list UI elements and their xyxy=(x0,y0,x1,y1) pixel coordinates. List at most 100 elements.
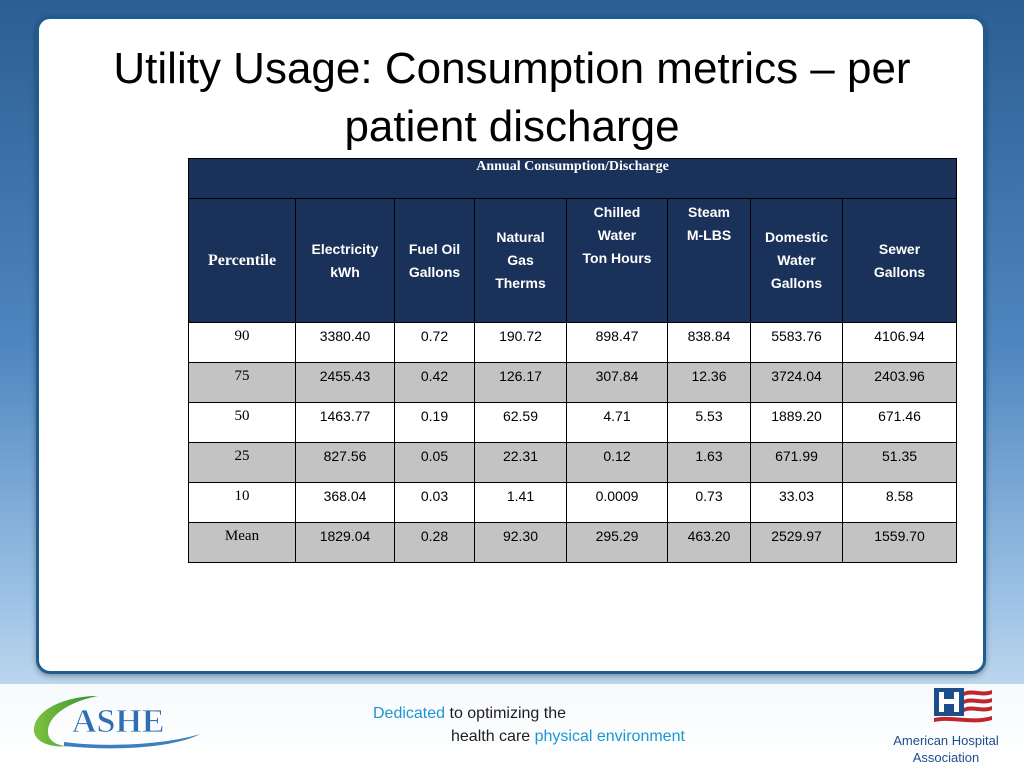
column-header-line: Sewer xyxy=(878,240,921,257)
table-cell: 5.53 xyxy=(667,402,751,443)
table-cell: 838.84 xyxy=(667,322,751,363)
table-cell: 368.04 xyxy=(295,482,395,523)
column-header-line: kWh xyxy=(330,263,360,280)
table-cell: 3724.04 xyxy=(750,362,843,403)
table-cell: 1829.04 xyxy=(295,522,395,563)
table-header-row: Percentile Electricity kWh Fuel Oil Gallons N… xyxy=(188,198,958,323)
column-header: Sewer Gallons xyxy=(841,198,958,323)
column-header: Domestic Water Gallons xyxy=(750,198,843,323)
footer-band xyxy=(0,684,1024,768)
table-cell: 62.59 xyxy=(474,402,567,443)
aha-name: American Hospital Association xyxy=(872,732,1020,766)
column-header: Steam M-LBS xyxy=(667,198,751,323)
table-cell: 671.46 xyxy=(841,402,958,443)
column-header-line: Water xyxy=(777,252,816,268)
table-cell: 671.99 xyxy=(750,442,843,483)
percentile-cell: 25 xyxy=(188,442,296,483)
slide-title-line-1: Utility Usage: Consumption metrics – per xyxy=(113,44,911,93)
table-cell: 1463.77 xyxy=(295,402,395,443)
tagline-rest-1: to optimizing the xyxy=(445,705,566,722)
table-cell: 33.03 xyxy=(750,482,843,523)
aha-line-2: Association xyxy=(912,750,980,765)
column-header: Chilled Water Ton Hours xyxy=(566,198,668,323)
table-row: 90 3380.40 0.72 190.72 898.47 838.84 5583.76 41… xyxy=(188,322,958,363)
percentile-cell: 50 xyxy=(188,402,296,443)
table-cell: 126.17 xyxy=(474,362,567,403)
header-percentile: Percentile xyxy=(188,198,296,323)
ashe-logo-text: ASHE xyxy=(72,703,165,740)
table-cell: 1.63 xyxy=(667,442,751,483)
tagline-line-2: health care physical environment xyxy=(373,725,753,748)
table-cell: 0.12 xyxy=(566,442,668,483)
table-banner: Annual Consumption/Discharge xyxy=(187,158,958,199)
table-cell: 463.20 xyxy=(667,522,751,563)
table-cell: 4.71 xyxy=(566,402,668,443)
ashe-underline-swoosh-icon xyxy=(64,734,200,749)
table-cell: 0.72 xyxy=(394,322,475,363)
table-cell: 92.30 xyxy=(474,522,567,563)
column-header-line: Natural xyxy=(496,229,545,245)
table-cell: 0.73 xyxy=(667,482,751,523)
column-header-line: Gallons xyxy=(408,263,461,280)
table-cell: 0.03 xyxy=(394,482,475,523)
table-row: Mean 1829.04 0.28 92.30 295.29 463.20 2529.97 1… xyxy=(188,522,958,563)
consumption-table: Annual Consumption/Discharge Percentile E… xyxy=(187,158,958,563)
ashe-logo: ASHE xyxy=(33,696,200,749)
percentile-cell: 90 xyxy=(188,322,296,363)
column-header: Fuel Oil Gallons xyxy=(394,198,475,323)
tagline-dedicated: Dedicated xyxy=(373,705,446,722)
percentile-cell: 75 xyxy=(188,362,296,403)
column-header-line: Domestic xyxy=(764,229,829,245)
table-cell: 12.36 xyxy=(667,362,751,403)
column-header: Electricity kWh xyxy=(295,198,395,323)
table-cell: 3380.40 xyxy=(295,322,395,363)
ashe-swoosh-icon xyxy=(33,696,98,747)
table-cell: 2403.96 xyxy=(841,362,958,403)
table-cell: 827.56 xyxy=(295,442,395,483)
table-cell: 1.41 xyxy=(474,482,567,523)
table-cell: 190.72 xyxy=(474,322,567,363)
table-cell: 2455.43 xyxy=(295,362,395,403)
table-cell: 0.42 xyxy=(394,362,475,403)
column-header-line: Ton Hours xyxy=(582,250,652,266)
column-header-line: Gas xyxy=(507,252,534,268)
slide-title-line-2: patient discharge xyxy=(344,102,680,151)
table-cell: 307.84 xyxy=(566,362,668,403)
table-cell: 0.05 xyxy=(394,442,475,483)
slide-title: Utility Usage: Consumption metrics – per… xyxy=(40,40,984,156)
table-cell: 5583.76 xyxy=(750,322,843,363)
table-cell: 51.35 xyxy=(841,442,958,483)
table-cell: 8.58 xyxy=(841,482,958,523)
tagline-physical-environment: physical environment xyxy=(534,728,685,745)
column-header-line: Water xyxy=(597,227,637,243)
tagline-line-2-start: health care xyxy=(451,728,535,745)
column-header-line: Gallons xyxy=(873,263,926,280)
table-row: 50 1463.77 0.19 62.59 4.71 5.53 1889.20 671.46 xyxy=(188,402,958,443)
table-cell: 0.28 xyxy=(394,522,475,563)
aha-line-1: American Hospital xyxy=(893,733,999,748)
table-row: 10 368.04 0.03 1.41 0.0009 0.73 33.03 8.58 xyxy=(188,482,958,523)
tagline: Dedicated to optimizing the health care … xyxy=(373,702,753,748)
table-cell: 22.31 xyxy=(474,442,567,483)
table-cell: 295.29 xyxy=(566,522,668,563)
column-header-line: Therms xyxy=(495,275,546,291)
column-header-line: Percentile xyxy=(207,252,277,269)
table-cell: 1889.20 xyxy=(750,402,843,443)
table-row: 75 2455.43 0.42 126.17 307.84 12.36 3724.04 240… xyxy=(188,362,958,403)
column-header-line: Chilled xyxy=(593,204,641,220)
table-cell: 898.47 xyxy=(566,322,668,363)
table-cell: 0.0009 xyxy=(566,482,668,523)
percentile-cell: 10 xyxy=(188,482,296,523)
table-row: 25 827.56 0.05 22.31 0.12 1.63 671.99 51.35 xyxy=(188,442,958,483)
aha-logo-icon xyxy=(934,688,992,723)
table-cell: 1559.70 xyxy=(841,522,958,563)
table-cell: 0.19 xyxy=(394,402,475,443)
column-header-line: Electricity xyxy=(311,240,379,257)
column-header-line: M-LBS xyxy=(686,227,732,243)
column-header: Natural Gas Therms xyxy=(474,198,567,323)
column-header-line: Gallons xyxy=(770,275,823,291)
column-header-line: Steam xyxy=(687,204,731,220)
table-body: 90 3380.40 0.72 190.72 898.47 838.84 5583.76 41… xyxy=(188,322,958,563)
column-header-line: Fuel Oil xyxy=(408,240,461,257)
percentile-cell: Mean xyxy=(188,522,296,563)
